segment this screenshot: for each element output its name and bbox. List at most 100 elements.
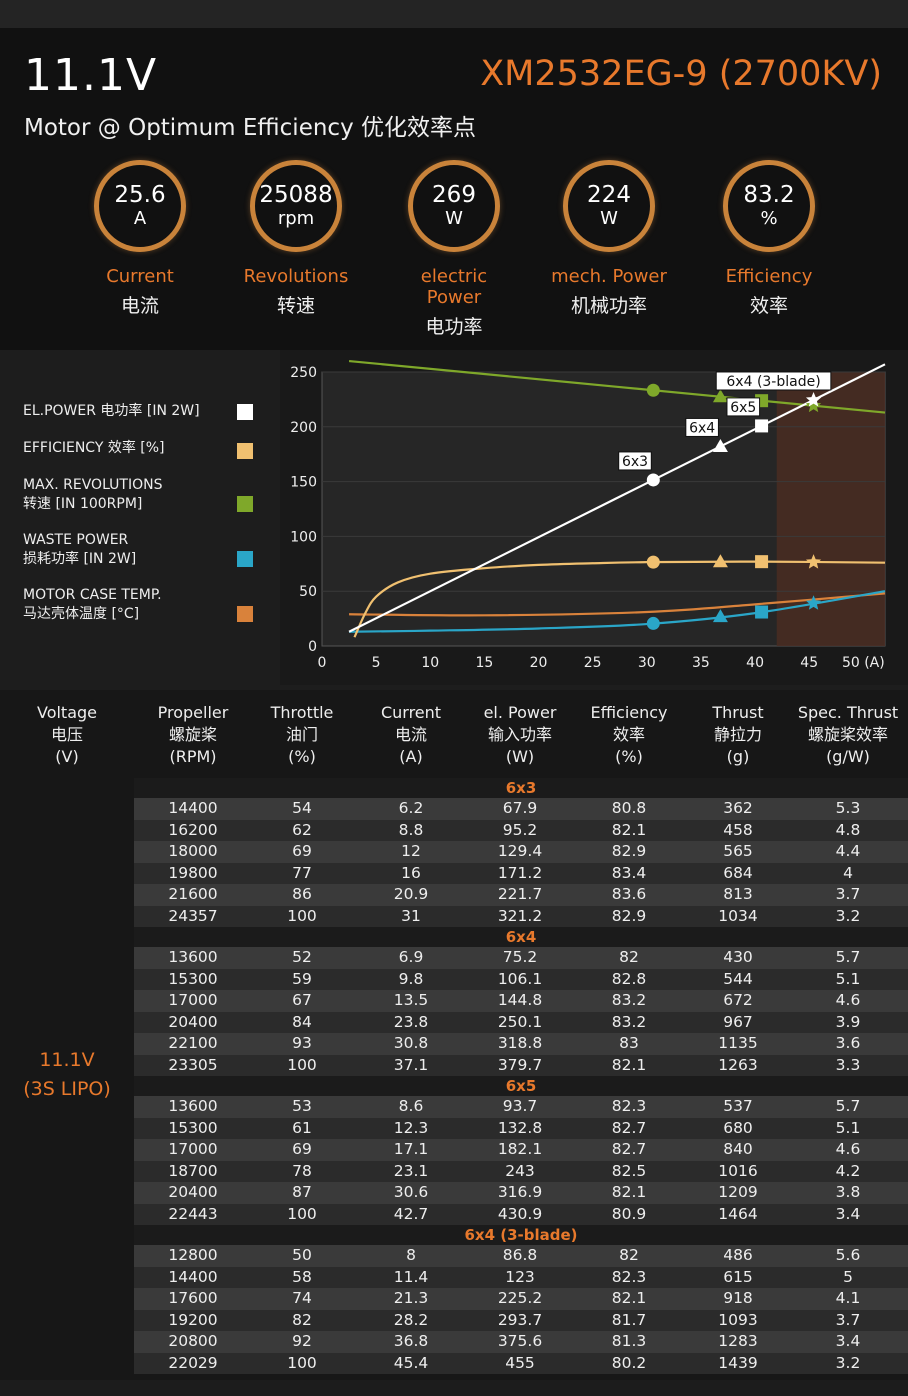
table-cell: 537 bbox=[723, 1097, 753, 1115]
table-cell: 293.7 bbox=[497, 1310, 543, 1329]
table-cell: 684 bbox=[723, 863, 753, 882]
table-row: 12800 50 8 86.8 82 486 5.6 bbox=[134, 1245, 908, 1267]
legend-swatch bbox=[237, 443, 253, 459]
table-cell: 23.8 bbox=[393, 1012, 429, 1031]
table-cell: 75.2 bbox=[502, 948, 538, 966]
table-cell: 19200 bbox=[168, 1310, 218, 1329]
x-tick-label: 35 bbox=[692, 655, 710, 671]
table-cell: 8.8 bbox=[398, 820, 424, 839]
table-cell: 1016 bbox=[718, 1161, 758, 1180]
table-cell: 5.1 bbox=[835, 969, 861, 988]
table-cell: 50 bbox=[292, 1246, 312, 1264]
stat-label-en: Efficiency bbox=[725, 266, 813, 287]
series-line bbox=[348, 363, 886, 633]
table-cell: 83 bbox=[619, 1034, 639, 1052]
table-row: 15300 59 9.8 106.1 82.8 544 5.1 bbox=[134, 968, 908, 990]
table-cell: 3.7 bbox=[835, 1310, 861, 1329]
top-strip bbox=[0, 0, 908, 28]
stat-unit: A bbox=[133, 208, 147, 229]
table-cell: 11.4 bbox=[393, 1267, 429, 1286]
table-cell: 144.8 bbox=[497, 991, 543, 1009]
table-cell: 672 bbox=[723, 991, 753, 1009]
table-cell: 93 bbox=[292, 1034, 312, 1052]
stat-unit: % bbox=[760, 208, 778, 229]
voltage-label-value: 11.1V bbox=[39, 1049, 95, 1071]
table-cell: 30.8 bbox=[393, 1034, 429, 1052]
marker-triangle bbox=[712, 609, 728, 623]
table-cell: 87 bbox=[292, 1183, 312, 1201]
column-header-cn: 输入功率 bbox=[487, 725, 552, 744]
table-cell: 3.6 bbox=[835, 1034, 861, 1052]
column-header-en: el. Power bbox=[483, 703, 557, 722]
chart-area: 0 50 100 150 200 250 0 5 10 15 20 25 30 35 40 45 50 (A) 6… bbox=[280, 350, 908, 685]
table-cell: 82.1 bbox=[611, 1055, 647, 1074]
table-cell: 680 bbox=[723, 1118, 753, 1137]
table-cell: 82.1 bbox=[611, 1183, 647, 1201]
table-cell: 37.1 bbox=[393, 1055, 429, 1074]
table-cell: 379.7 bbox=[497, 1055, 543, 1074]
table-cell: 12 bbox=[401, 842, 421, 860]
column-header-unit: (g/W) bbox=[826, 747, 870, 766]
table-row: 13600 52 6.9 75.2 82 430 5.7 bbox=[134, 947, 908, 969]
stat-ring: 25088 rpm bbox=[250, 160, 342, 252]
table-cell: 430 bbox=[723, 948, 753, 966]
table-cell: 4.6 bbox=[835, 1140, 861, 1158]
legend-item-el-power: EL.POWER 电功率 [IN 2W] bbox=[23, 402, 253, 421]
marker-star bbox=[805, 397, 822, 413]
table-cell: 1093 bbox=[718, 1310, 758, 1329]
series-line bbox=[349, 590, 886, 633]
table-cell: 171.2 bbox=[497, 863, 543, 882]
stat-value: 25.6 bbox=[114, 182, 166, 208]
table-cell: 53 bbox=[292, 1097, 312, 1115]
table-cell: 486 bbox=[723, 1246, 753, 1264]
table-cell: 82.5 bbox=[611, 1161, 647, 1180]
table-cell: 840 bbox=[723, 1140, 753, 1158]
table-cell: 8 bbox=[406, 1246, 416, 1264]
stat-label-en: mech. Power bbox=[551, 266, 667, 287]
table-cell: 69 bbox=[292, 1140, 312, 1158]
annotation-box bbox=[715, 371, 832, 391]
table-cell: 82.1 bbox=[611, 820, 647, 839]
table-cell: 28.2 bbox=[393, 1310, 429, 1329]
table-cell: 1283 bbox=[718, 1332, 758, 1350]
table-cell: 59 bbox=[292, 969, 312, 988]
annotation-label: 6x3 bbox=[622, 454, 648, 470]
y-tick-label: 50 bbox=[299, 584, 317, 600]
x-tick-label: 40 bbox=[746, 655, 764, 671]
marker-triangle bbox=[712, 438, 728, 452]
voltage-label: 11.1V (3S LIPO) bbox=[0, 1046, 134, 1104]
table-cell: 82.8 bbox=[611, 969, 647, 988]
column-header-cn: 螺旋桨效率 bbox=[807, 725, 888, 744]
y-tick-label: 250 bbox=[290, 365, 317, 381]
table-cell: 100 bbox=[287, 1055, 317, 1074]
legend-label: MOTOR CASE TEMP. bbox=[23, 587, 162, 603]
column-header-unit: (RPM) bbox=[169, 747, 217, 766]
table-cell: 6.9 bbox=[398, 948, 424, 966]
table-cell: 4.4 bbox=[835, 842, 861, 860]
legend-swatch bbox=[237, 606, 253, 622]
y-tick-label: 150 bbox=[290, 475, 317, 491]
annotation-label: 6x4 bbox=[689, 420, 715, 436]
table-cell: 82.7 bbox=[611, 1140, 647, 1158]
table-cell: 14400 bbox=[168, 1267, 218, 1286]
table-cell: 18700 bbox=[168, 1161, 218, 1180]
stat-ring: 269 W bbox=[408, 160, 500, 252]
marker-circle bbox=[646, 383, 660, 397]
chart-legend: EL.POWER 电功率 [IN 2W] EFFICIENCY 效率 [%] M… bbox=[0, 350, 280, 685]
legend-label: WASTE POWER bbox=[23, 532, 129, 548]
stat-current: 25.6 A Current 电流 bbox=[80, 160, 200, 318]
table-cell: 61 bbox=[292, 1118, 312, 1137]
column-header: el. Power 输入功率 (W) bbox=[460, 702, 580, 768]
table-cell: 52 bbox=[292, 948, 312, 966]
table-row: 23305 100 37.1 379.7 82.1 1263 3.3 bbox=[134, 1054, 908, 1076]
table-cell: 83.6 bbox=[611, 885, 647, 903]
table-cell: 100 bbox=[287, 1353, 317, 1372]
table-cell: 4 bbox=[843, 863, 853, 882]
table-cell: 1034 bbox=[718, 906, 758, 925]
table-cell: 92 bbox=[292, 1332, 312, 1350]
table-cell: 5.7 bbox=[835, 948, 861, 966]
table-cell: 3.8 bbox=[835, 1183, 861, 1201]
legend-item-revolutions: MAX. REVOLUTIONS 转速 [IN 100RPM] bbox=[23, 476, 253, 514]
table-cell: 45.4 bbox=[393, 1353, 429, 1372]
subtitle: Motor @ Optimum Efficiency 优化效率点 bbox=[24, 115, 476, 141]
